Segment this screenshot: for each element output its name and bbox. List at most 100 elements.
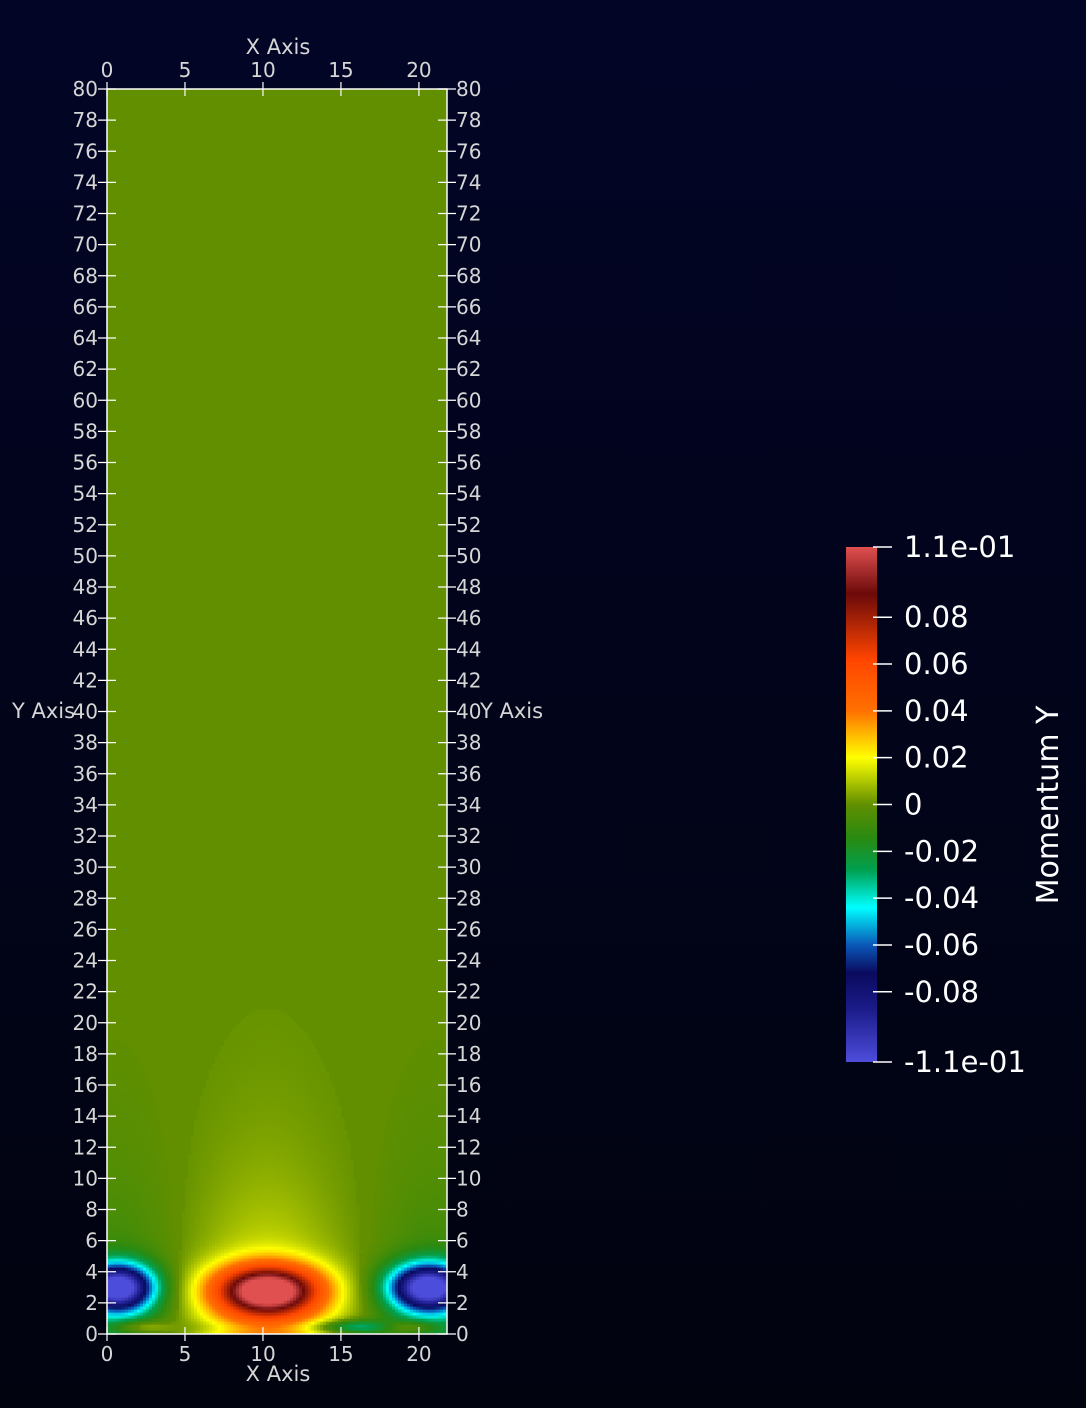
y-tick-label-left: 16	[73, 1073, 98, 1097]
y-tick-label-right: 38	[456, 731, 481, 755]
y-tick-label-right: 64	[456, 326, 481, 350]
y-tick-label-left: 76	[73, 139, 98, 163]
colorbar-tick-label: 0.06	[904, 647, 969, 681]
y-tick-label-right: 48	[456, 575, 481, 599]
colorbar-tick-label: 0.04	[904, 694, 969, 728]
y-tick-label-right: 44	[456, 637, 481, 661]
y-tick-label-right: 32	[456, 824, 481, 848]
y-tick-label-left: 48	[73, 575, 98, 599]
x-tick-label-top: 0	[101, 58, 114, 82]
y-tick-label-right: 70	[456, 233, 481, 257]
y-tick-label-left: 80	[73, 77, 98, 101]
x-tick-label-bottom: 0	[101, 1342, 114, 1366]
y-tick-label-left: 56	[73, 451, 98, 475]
y-tick-label-left: 58	[73, 419, 98, 443]
y-axis-right: 0246810121416182022242628303234363840424…	[438, 77, 481, 1346]
colorbar-tick-label: -0.02	[904, 834, 979, 868]
colorbar-tick-label: 0.08	[904, 600, 969, 634]
y-tick-label-left: 26	[73, 917, 98, 941]
y-tick-label-right: 80	[456, 77, 481, 101]
y-tick-label-right: 24	[456, 949, 481, 973]
y-tick-label-right: 8	[456, 1198, 469, 1222]
y-tick-label-right: 46	[456, 606, 481, 630]
y-tick-label-left: 50	[73, 544, 98, 568]
y-axis-title-right: Y Axis	[479, 699, 543, 723]
colorbar-tick-label: 0.02	[904, 741, 969, 775]
colorbar-ticks: 1.1e-01 0.08 0.06 0.04 0.02 0 -0.02 -0.04 -0.06 -…	[873, 530, 1026, 1079]
y-tick-label-left: 30	[73, 855, 98, 879]
y-tick-label-left: 34	[73, 793, 98, 817]
y-tick-label-left: 6	[85, 1229, 98, 1253]
x-tick-label-top: 15	[328, 58, 353, 82]
x-axis-top: 0 5 10 15 20	[101, 58, 432, 96]
y-tick-label-left: 60	[73, 388, 98, 412]
y-tick-label-right: 36	[456, 762, 481, 786]
y-tick-label-left: 40	[73, 700, 98, 724]
y-tick-label-left: 70	[73, 233, 98, 257]
y-tick-label-right: 2	[456, 1291, 469, 1315]
y-tick-label-left: 54	[73, 482, 98, 506]
y-tick-label-right: 52	[456, 513, 481, 537]
y-tick-label-left: 38	[73, 731, 98, 755]
y-tick-label-right: 14	[456, 1104, 481, 1128]
y-tick-label-right: 34	[456, 793, 481, 817]
y-tick-label-left: 12	[73, 1135, 98, 1159]
y-tick-label-left: 24	[73, 949, 98, 973]
colorbar-title: Momentum Y	[1031, 705, 1066, 904]
y-tick-label-left: 32	[73, 824, 98, 848]
y-tick-label-left: 2	[85, 1291, 98, 1315]
x-axis-title-top: X Axis	[246, 35, 311, 59]
y-tick-label-left: 78	[73, 108, 98, 132]
y-tick-label-left: 36	[73, 762, 98, 786]
y-tick-label-right: 72	[456, 202, 481, 226]
plot-area: 0 5 10 15 20 0 5 10 15 20 0246810121416182022242…	[73, 58, 482, 1366]
colorbar-tick-label: 0	[904, 788, 922, 822]
x-tick-label-top: 20	[406, 58, 431, 82]
x-tick-label-bottom: 10	[250, 1342, 275, 1366]
colorbar-tick-label: -0.04	[904, 881, 979, 915]
y-tick-label-left: 0	[85, 1322, 98, 1346]
y-tick-label-left: 22	[73, 980, 98, 1004]
y-tick-label-left: 74	[73, 170, 98, 194]
y-tick-label-right: 30	[456, 855, 481, 879]
y-tick-label-right: 74	[456, 170, 481, 194]
y-tick-label-right: 76	[456, 139, 481, 163]
y-tick-label-right: 12	[456, 1135, 481, 1159]
x-tick-label-bottom: 15	[328, 1342, 353, 1366]
y-tick-label-right: 20	[456, 1011, 481, 1035]
x-axis-bottom: 0 5 10 15 20	[101, 1327, 432, 1366]
y-tick-label-left: 8	[85, 1198, 98, 1222]
y-tick-label-right: 6	[456, 1229, 469, 1253]
y-tick-label-left: 10	[73, 1166, 98, 1190]
y-tick-label-left: 42	[73, 668, 98, 692]
y-tick-label-right: 10	[456, 1166, 481, 1190]
y-tick-label-left: 4	[85, 1260, 98, 1284]
y-tick-label-right: 0	[456, 1322, 469, 1346]
y-tick-label-left: 14	[73, 1104, 98, 1128]
y-tick-label-left: 18	[73, 1042, 98, 1066]
y-tick-label-right: 26	[456, 917, 481, 941]
y-tick-label-right: 40	[456, 700, 481, 724]
y-tick-label-right: 28	[456, 886, 481, 910]
y-tick-label-right: 56	[456, 451, 481, 475]
y-tick-label-right: 58	[456, 419, 481, 443]
y-axis-title-left: Y Axis	[11, 699, 75, 723]
y-tick-label-right: 22	[456, 980, 481, 1004]
colorbar-tick-label: -0.06	[904, 928, 979, 962]
x-tick-label-top: 10	[250, 58, 275, 82]
y-tick-label-left: 64	[73, 326, 98, 350]
x-tick-label-bottom: 20	[406, 1342, 431, 1366]
colorbar-gradient	[846, 547, 877, 1062]
colorbar-tick-label: -0.08	[904, 975, 979, 1009]
y-tick-label-left: 20	[73, 1011, 98, 1035]
x-tick-label-bottom: 5	[179, 1342, 192, 1366]
y-tick-label-left: 62	[73, 357, 98, 381]
y-tick-label-right: 18	[456, 1042, 481, 1066]
y-tick-label-right: 78	[456, 108, 481, 132]
y-tick-label-right: 50	[456, 544, 481, 568]
y-tick-label-left: 68	[73, 264, 98, 288]
colorbar-tick-label: 1.1e-01	[904, 530, 1015, 564]
y-tick-label-right: 60	[456, 388, 481, 412]
y-axis-left: 0246810121416182022242628303234363840424…	[73, 77, 116, 1346]
